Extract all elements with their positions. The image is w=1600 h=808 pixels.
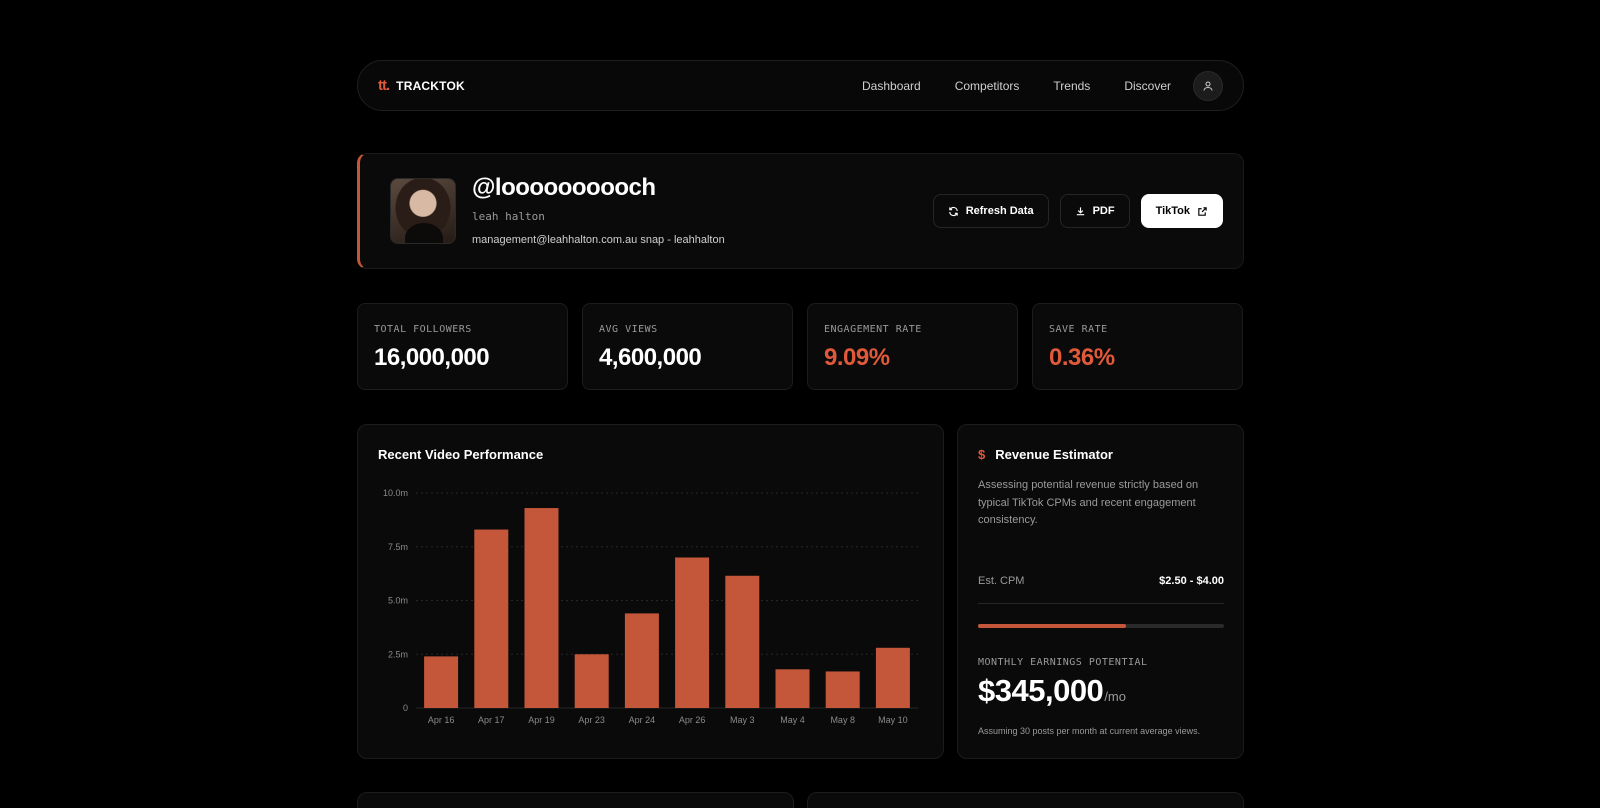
pdf-label: PDF [1092,205,1115,217]
cpm-value: $2.50 - $4.00 [1159,575,1224,587]
stat-label: TOTAL FOLLOWERS [374,324,472,335]
bar [474,529,509,708]
cpm-progress-track [978,624,1224,628]
tiktok-label: TikTok [1155,205,1190,217]
y-tick-label: 7.5m [388,542,408,552]
y-tick-label: 10.0m [383,488,408,498]
stat-value: 0.36% [1049,344,1115,371]
stat-label: ENGAGEMENT RATE [824,324,922,335]
profile-bio: management@leahhalton.com.au snap - leah… [472,234,725,246]
refresh-icon [948,206,958,216]
x-tick-label: May 3 [730,715,755,725]
logo-text: TRACKTOK [396,78,465,93]
x-tick-label: May 10 [878,715,908,725]
bottom-card-left [357,792,794,808]
chart-title: Recent Video Performance [378,447,544,462]
x-tick-label: Apr 17 [478,715,505,725]
revenue-description: Assessing potential revenue strictly bas… [978,479,1199,526]
nav-link-discover[interactable]: Discover [1124,78,1171,93]
bottom-card-right [807,792,1244,808]
download-icon [1076,206,1084,215]
cpm-label: Est. CPM [978,575,1025,587]
logo-mark: tt. [378,77,390,94]
refresh-data-label: Refresh Data [965,205,1034,217]
profile-avatar [390,178,456,244]
stat-total-followers: TOTAL FOLLOWERS 16,000,000 [357,303,568,390]
bar [424,656,459,708]
y-tick-label: 0 [403,703,408,713]
profile-actions: Refresh Data PDF TikTok [932,194,1223,228]
revenue-title-text: Revenue Estimator [995,447,1113,462]
x-tick-label: Apr 26 [679,715,706,725]
account-button[interactable] [1193,70,1223,101]
revenue-estimator-card: $ Revenue Estimator Assessing potential … [957,424,1244,759]
revenue-title: $ Revenue Estimator [978,447,1113,462]
dollar-icon: $ [978,447,986,462]
bar [524,508,559,708]
nav-link-dashboard[interactable]: Dashboard [862,78,921,93]
potential-note: Assuming 30 posts per month at current a… [978,726,1201,736]
potential-value-row: $345,000 /mo [978,673,1126,709]
cpm-progress-fill [978,624,1126,628]
pdf-button[interactable]: PDF [1059,194,1130,228]
y-tick-label: 5.0m [388,596,408,606]
bar [574,654,609,708]
x-tick-label: Apr 24 [629,715,656,725]
y-tick-label: 2.5m [388,649,408,659]
nav-links: Dashboard Competitors Trends Discover [862,79,1171,93]
x-tick-label: Apr 23 [578,715,605,725]
brand-logo[interactable]: tt. TRACKTOK [378,77,465,94]
stat-engagement-rate: ENGAGEMENT RATE 9.09% [807,303,1018,390]
divider [978,603,1224,604]
x-tick-label: May 4 [780,715,805,725]
x-tick-label: May 8 [830,715,855,725]
profile-handle: @loooooooooch [472,174,656,201]
user-icon [1203,81,1213,91]
stat-value: 4,600,000 [599,344,702,371]
potential-unit: /mo [1104,689,1126,704]
x-tick-label: Apr 19 [528,715,555,725]
bar [624,613,659,708]
stat-value: 16,000,000 [374,344,490,371]
stat-avg-views: AVG VIEWS 4,600,000 [582,303,793,390]
bar [875,647,910,708]
stat-value: 9.09% [824,344,890,371]
refresh-data-button[interactable]: Refresh Data [932,194,1049,228]
bar [825,671,860,708]
potential-amount: $345,000 [978,673,1104,708]
recent-video-performance-card: Recent Video Performance 0 2.5m 5.0m 7.5m 10… [357,424,944,759]
video-performance-chart: 0 2.5m 5.0m 7.5m 10.0m Apr 16 Apr 17 Apr 19 Apr … [383,488,918,725]
nav-link-competitors[interactable]: Competitors [954,78,1020,93]
bar [725,575,760,708]
x-tick-label: Apr 16 [428,715,455,725]
profile-card: @loooooooooch leah halton management@lea… [357,153,1244,269]
bar [675,557,710,708]
stat-save-rate: SAVE RATE 0.36% [1032,303,1243,390]
profile-name: leah halton [472,210,545,223]
bar [775,669,810,708]
nav-link-trends[interactable]: Trends [1053,78,1091,93]
stat-label: SAVE RATE [1049,324,1108,335]
top-nav: tt. TRACKTOK Dashboard Competitors Trend… [357,60,1244,111]
external-link-icon [1198,206,1207,216]
stat-label: AVG VIEWS [599,324,658,335]
cpm-row: Est. CPM $2.50 - $4.00 [978,575,1224,587]
potential-label: MONTHLY EARNINGS POTENTIAL [978,657,1148,668]
tiktok-button[interactable]: TikTok [1140,194,1223,228]
